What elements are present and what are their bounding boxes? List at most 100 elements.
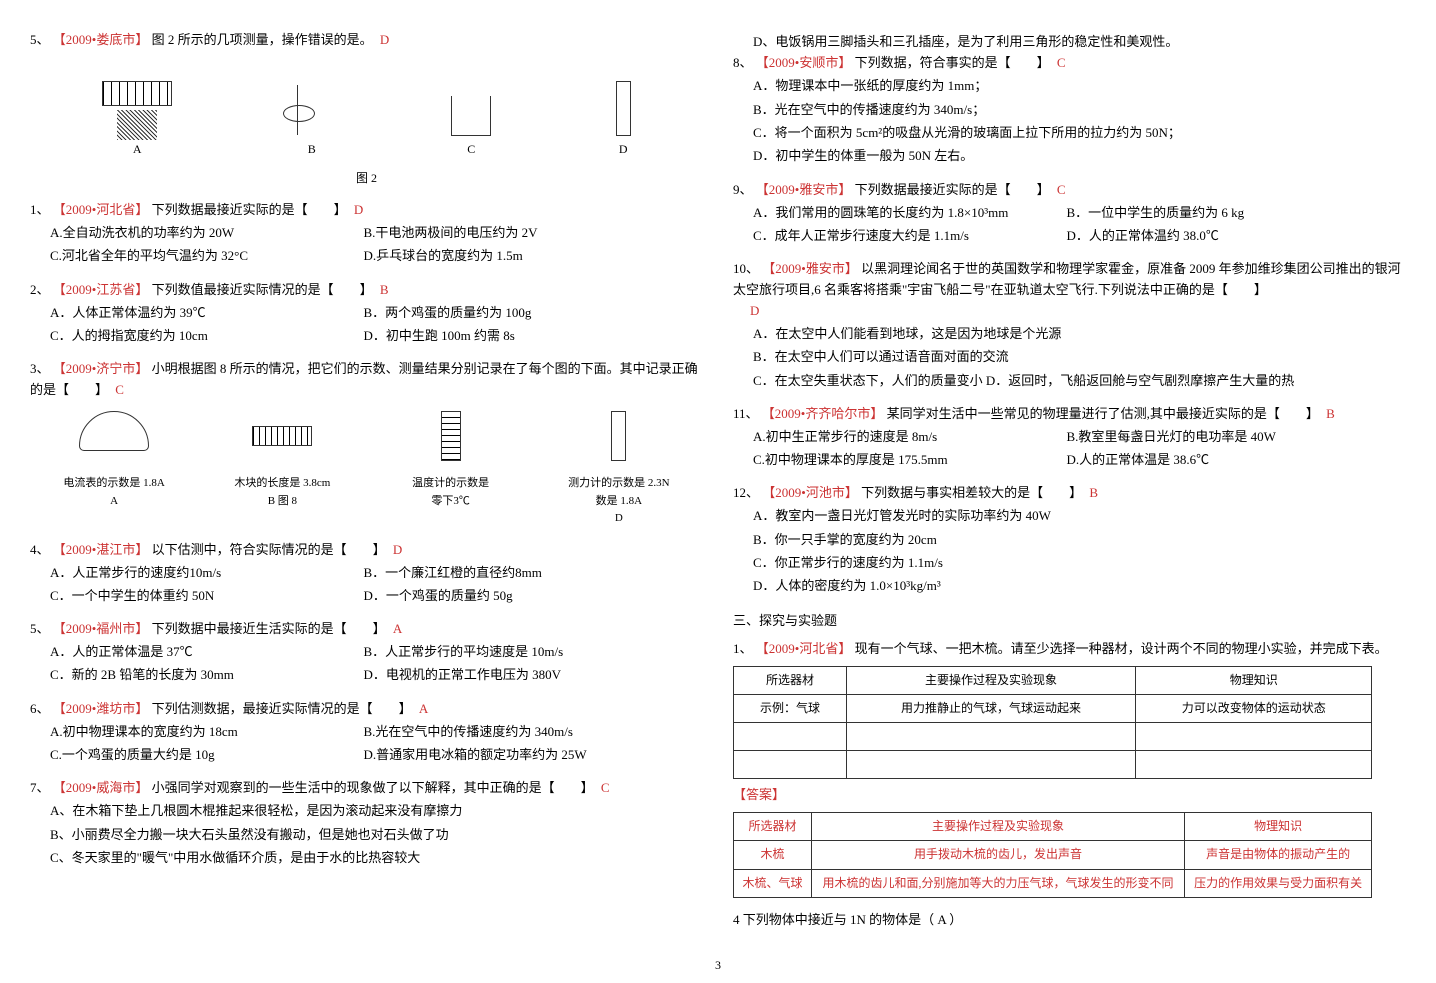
opt-c: C、冬天家里的"暖气"中用水做循环介质，是由于水的比热容较大 <box>50 846 703 869</box>
left-column: 5、 【2009•娄底市】 图 2 所示的几项测量，操作错误的是。 D A B … <box>30 30 703 943</box>
label: A <box>102 140 172 159</box>
question-9: 9、 【2009•雅安市】 下列数据最接近实际的是【 】 C A．我们常用的圆珠… <box>733 180 1406 248</box>
opt-d: D.人的正常体温是 38.6℃ <box>1066 448 1379 471</box>
q-num: 6、 <box>30 701 50 716</box>
q-num: 1、 <box>30 202 50 217</box>
q-num: 8、 <box>733 55 753 70</box>
diagram-b: B <box>297 80 327 159</box>
answer: B <box>1326 406 1335 421</box>
opt-b: B．在太空中人们可以通过语音面对面的交流 <box>753 345 1406 368</box>
opt-d: D．初中生跑 100m 约需 8s <box>363 324 676 347</box>
answer: B <box>1089 485 1098 500</box>
diagram-row: A B C D <box>30 61 703 159</box>
options: A．我们常用的圆珠笔的长度约为 1.8×10³mm B．一位中学生的质量约为 6… <box>753 201 1406 248</box>
year-city: 【2009•福州市】 <box>53 621 149 636</box>
opt-a: A．教室内一盏日光灯管发光时的实际功率约为 40W <box>753 504 1406 527</box>
td: 压力的作用效果与受力面积有关 <box>1184 869 1371 897</box>
opt-d: D、电饭锅用三脚插头和三孔插座，是为了利用三角形的稳定性和美观性。 <box>753 30 1406 53</box>
answer: C <box>601 780 610 795</box>
opt-d: D．一个鸡蛋的质量约 50g <box>363 584 676 607</box>
label: B <box>297 140 327 159</box>
q-text: 现有一个气球、一把木梳。请至少选择一种器材，设计两个不同的物理小实验，并完成下表… <box>855 641 1388 656</box>
th: 所选器材 <box>734 813 812 841</box>
question-5: 5、 【2009•福州市】 下列数据中最接近生活实际的是【 】 A A．人的正常… <box>30 619 703 687</box>
opt-b: B.教室里每盏日光灯的电功率是 40W <box>1066 425 1379 448</box>
meter-row <box>30 411 703 465</box>
answer: B <box>380 282 389 297</box>
opt-c: C．在太空失重状态下，人们的质量变小 D．返回时，飞船返回舱与空气剧烈摩擦产生大… <box>753 369 1406 392</box>
q-num: 3、 <box>30 361 50 376</box>
options: A．物理课本中一张纸的厚度约为 1mm； B．光在空气中的传播速度约为 340m… <box>753 74 1406 168</box>
th: 物理知识 <box>1184 813 1371 841</box>
right-column: D、电饭锅用三脚插头和三孔插座，是为了利用三角形的稳定性和美观性。 8、 【20… <box>733 30 1406 943</box>
meter-b <box>205 411 360 465</box>
question-6: 6、 【2009•潍坊市】 下列估测数据，最接近实际情况的是【 】 A A.初中… <box>30 699 703 767</box>
q-text: 下列数值最接近实际情况的是【 】 <box>152 282 373 297</box>
opt-c: C.河北省全年的平均气温约为 32°C <box>50 244 363 267</box>
opt-a: A．人正常步行的速度约10m/s <box>50 561 363 584</box>
opt-c: C．将一个面积为 5cm²的吸盘从光滑的玻璃面上拉下所用的拉力约为 50N； <box>753 121 1406 144</box>
options: A．人正常步行的速度约10m/s B．一个廉江红橙的直径约8mm C．一个中学生… <box>50 561 703 608</box>
year-city: 【2009•河北省】 <box>53 202 149 217</box>
opt-c: C．新的 2B 铅笔的长度为 30mm <box>50 663 363 686</box>
section-3-title: 三、探究与实验题 <box>733 610 1406 629</box>
question-1: 1、 【2009•河北省】 下列数据最接近实际的是【 】 D A.全自动洗衣机的… <box>30 200 703 268</box>
q-num: 11、 <box>733 406 759 421</box>
td: 用手拨动木梳的齿儿，发出声音 <box>812 841 1185 869</box>
table-row: 示例：气球 用力推静止的气球，气球运动起来 力可以改变物体的运动状态 <box>734 694 1372 722</box>
answer-label: 【答案】 <box>733 785 1406 806</box>
q-num: 4、 <box>30 542 50 557</box>
td: 声音是由物体的振动产生的 <box>1184 841 1371 869</box>
q-num: 7、 <box>30 780 50 795</box>
meter-a <box>37 411 192 465</box>
question-10: 10、 【2009•雅安市】 以黑洞理论闻名于世的英国数学和物理学家霍金，原准备… <box>733 259 1406 392</box>
q-text: 图 2 所示的几项测量，操作错误的是。 <box>152 32 373 47</box>
table-header: 所选器材 主要操作过程及实验现象 物理知识 <box>734 813 1372 841</box>
year-city: 【2009•威海市】 <box>53 780 149 795</box>
year-city: 【2009•安顺市】 <box>756 55 852 70</box>
options: A.初中物理课本的宽度约为 18cm B.光在空气中的传播速度约为 340m/s… <box>50 720 703 767</box>
q-text: 4 下列物体中接近与 1N 的物体是（ A ） <box>733 912 962 927</box>
question-5-top: 5、 【2009•娄底市】 图 2 所示的几项测量，操作错误的是。 D A B … <box>30 30 703 188</box>
q-text: 下列数据最接近实际的是【 】 <box>152 202 347 217</box>
year-city: 【2009•娄底市】 <box>53 32 149 47</box>
q-num: 5、 <box>30 621 50 636</box>
question-3: 3、 【2009•济宁市】 小明根据图 8 所示的情况，把它们的示数、测量结果分… <box>30 359 703 527</box>
opt-b: B．你一只手掌的宽度约为 20cm <box>753 528 1406 551</box>
q-text: 小强同学对观察到的一些生活中的现象做了以下解释，其中正确的是【 】 <box>152 780 594 795</box>
table-row: 木梳 用手拨动木梳的齿儿，发出声音 声音是由物体的振动产生的 <box>734 841 1372 869</box>
diagram-c: C <box>451 86 491 159</box>
th: 物理知识 <box>1136 666 1372 694</box>
q-num: 12、 <box>733 485 759 500</box>
question-2: 2、 【2009•江苏省】 下列数值最接近实际情况的是【 】 B A．人体正常体… <box>30 280 703 348</box>
opt-a: A.全自动洗衣机的功率约为 20W <box>50 221 363 244</box>
td: 示例：气球 <box>734 694 847 722</box>
year-city: 【2009•雅安市】 <box>762 261 858 276</box>
answer: D <box>354 202 363 217</box>
table-row <box>734 723 1372 751</box>
q-text: 下列数据，符合事实的是【 】 <box>855 55 1050 70</box>
opt-b: B．两个鸡蛋的质量约为 100g <box>363 301 676 324</box>
question-4-bottom: 4 下列物体中接近与 1N 的物体是（ A ） <box>733 910 1406 931</box>
diagram-a: A <box>102 61 172 159</box>
td: 木梳 <box>734 841 812 869</box>
q-num: 1、 <box>733 641 753 656</box>
td: 用力推静止的气球，气球运动起来 <box>847 694 1136 722</box>
th: 主要操作过程及实验现象 <box>847 666 1136 694</box>
th: 主要操作过程及实验现象 <box>812 813 1185 841</box>
label-a: 电流表的示数是 1.8A A <box>37 475 192 528</box>
opt-c: C．成年人正常步行速度大约是 1.1m/s <box>753 224 1066 247</box>
q-num: 10、 <box>733 261 759 276</box>
question-7: 7、 【2009•威海市】 小强同学对观察到的一些生活中的现象做了以下解释，其中… <box>30 778 703 869</box>
q-text: 下列数据与事实相差较大的是【 】 <box>861 485 1082 500</box>
opt-c: C.一个鸡蛋的质量大约是 10g <box>50 743 363 766</box>
label: C <box>451 140 491 159</box>
meter-d <box>541 411 696 465</box>
q-num: 5、 <box>30 32 50 47</box>
q-text: 下列估测数据，最接近实际情况的是【 】 <box>152 701 412 716</box>
answer: A <box>419 701 428 716</box>
experiment-table-answer: 所选器材 主要操作过程及实验现象 物理知识 木梳 用手拨动木梳的齿儿，发出声音 … <box>733 812 1372 898</box>
opt-b: B．人正常步行的平均速度是 10m/s <box>363 640 676 663</box>
opt-b: B、小丽费尽全力搬一块大石头虽然没有搬动，但是她也对石头做了功 <box>50 823 703 846</box>
q-text: 下列数据最接近实际的是【 】 <box>855 182 1050 197</box>
